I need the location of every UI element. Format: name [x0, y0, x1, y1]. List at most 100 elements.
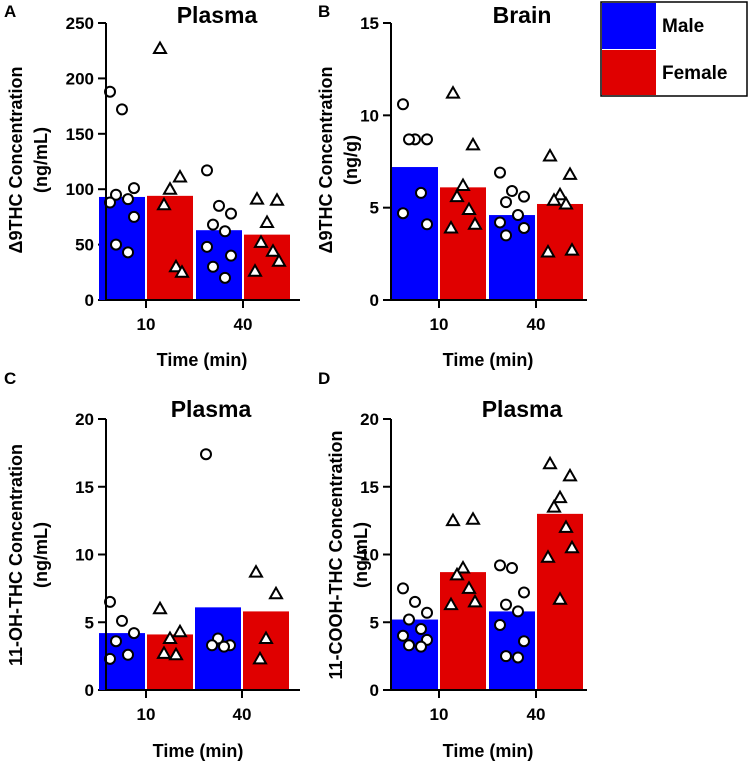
data-point-male: [206, 639, 218, 652]
points: [397, 85, 580, 258]
x-tick-label: 10: [137, 705, 156, 724]
data-point-female: [542, 147, 558, 162]
data-point-male: [110, 238, 122, 251]
panel-b: B Brain Δ9THC Concentration (ng/g) Time …: [316, 2, 587, 370]
bar-male: [392, 167, 438, 300]
data-point-female: [467, 593, 483, 608]
y-ticks: 0 5 10 15: [360, 14, 391, 310]
data-point-male: [415, 640, 427, 653]
data-point-female: [258, 630, 274, 645]
data-point-female: [252, 650, 268, 665]
data-point-male: [518, 221, 530, 234]
data-point-male: [201, 240, 213, 253]
data-point-female: [445, 85, 461, 99]
data-point-male: [219, 225, 231, 238]
y-tick-label: 5: [370, 199, 379, 218]
panel-a: A Plasma Δ9THC Concentration (ng/mL) Tim…: [4, 2, 300, 370]
data-point-male: [128, 210, 140, 223]
data-point-female: [265, 243, 281, 257]
points: [104, 40, 287, 284]
data-point-male: [512, 605, 524, 618]
data-point-female: [168, 258, 184, 273]
x-tick-label: 10: [137, 315, 156, 334]
panel-letter: C: [4, 369, 16, 388]
data-point-male: [219, 271, 231, 284]
y-tick-label: 15: [75, 478, 94, 497]
panel-title: Brain: [493, 2, 552, 28]
y-axis-label-line1: Δ9THC Concentration: [316, 67, 336, 254]
data-point-male: [128, 627, 140, 640]
y-tick-label: 15: [360, 14, 379, 33]
data-point-female: [552, 489, 568, 504]
data-point-female: [562, 467, 578, 482]
data-point-male: [110, 635, 122, 648]
data-point-female: [461, 201, 477, 216]
data-point-female: [542, 455, 558, 470]
y-tick-label: 10: [360, 106, 379, 125]
data-point-male: [397, 207, 409, 220]
bar-male: [196, 230, 242, 300]
data-point-male: [116, 614, 128, 627]
y-tick-label: 10: [75, 546, 94, 565]
data-point-male: [415, 623, 427, 636]
data-point-female: [558, 195, 574, 210]
data-point-female: [546, 499, 562, 513]
data-point-female: [172, 168, 188, 183]
legend-swatch-female: [602, 50, 656, 95]
data-point-female: [253, 234, 269, 248]
x-ticks: 10 40: [137, 690, 252, 724]
data-point-female: [455, 177, 471, 192]
legend-label-male: Male: [662, 16, 704, 37]
data-point-male: [506, 185, 518, 198]
data-point-male: [421, 133, 433, 146]
data-point-female: [465, 136, 481, 151]
legend-label-female: Female: [662, 63, 727, 84]
data-point-male: [122, 193, 134, 206]
data-point-female: [152, 40, 168, 54]
x-ticks: 10 40: [137, 300, 252, 334]
data-point-male: [421, 218, 433, 231]
y-tick-label: 15: [360, 478, 379, 497]
data-point-male: [415, 186, 427, 199]
x-tick-label: 40: [233, 705, 252, 724]
y-axis-label-line1: Δ9THC Concentration: [6, 67, 26, 254]
data-point-female: [259, 214, 275, 228]
data-point-male: [201, 164, 213, 177]
data-point-female: [445, 512, 461, 527]
data-point-female: [455, 560, 471, 574]
data-point-female: [540, 243, 556, 258]
x-axis-label: Time (min): [443, 350, 534, 370]
data-point-male: [494, 618, 506, 631]
data-point-male: [403, 639, 415, 652]
data-point-male: [500, 229, 512, 242]
y-ticks: 0 5 10 15 20: [75, 410, 106, 700]
data-point-male: [421, 606, 433, 619]
data-point-male: [409, 595, 421, 608]
data-point-male: [207, 260, 219, 273]
panel-d: D Plasma 11-COOH-THC Concentration (ng/m…: [318, 369, 587, 761]
data-point-female: [249, 191, 265, 205]
data-point-male: [518, 586, 530, 599]
data-point-female: [562, 166, 578, 180]
panel-title: Plasma: [482, 396, 563, 422]
y-ticks: 0 50 100 150 200 250: [66, 14, 106, 310]
data-point-male: [506, 562, 518, 575]
y-axis-label-line1: 11-COOH-THC Concentration: [326, 430, 346, 679]
data-point-male: [403, 133, 415, 146]
data-point-female: [540, 549, 556, 563]
data-point-female: [449, 566, 465, 581]
legend-swatch-male: [602, 3, 656, 49]
panel-letter: A: [4, 2, 16, 21]
x-ticks: 10 40: [430, 300, 545, 334]
data-point-male: [518, 635, 530, 648]
data-point-female: [156, 645, 172, 659]
data-point-male: [225, 207, 237, 220]
data-point-female: [449, 188, 465, 203]
panel-letter: B: [318, 2, 330, 21]
y-tick-label: 0: [85, 681, 94, 700]
data-point-male: [512, 651, 524, 664]
bar-female: [244, 234, 290, 300]
data-point-female: [156, 196, 172, 211]
data-point-female: [247, 263, 263, 277]
y-tick-label: 5: [370, 613, 379, 632]
